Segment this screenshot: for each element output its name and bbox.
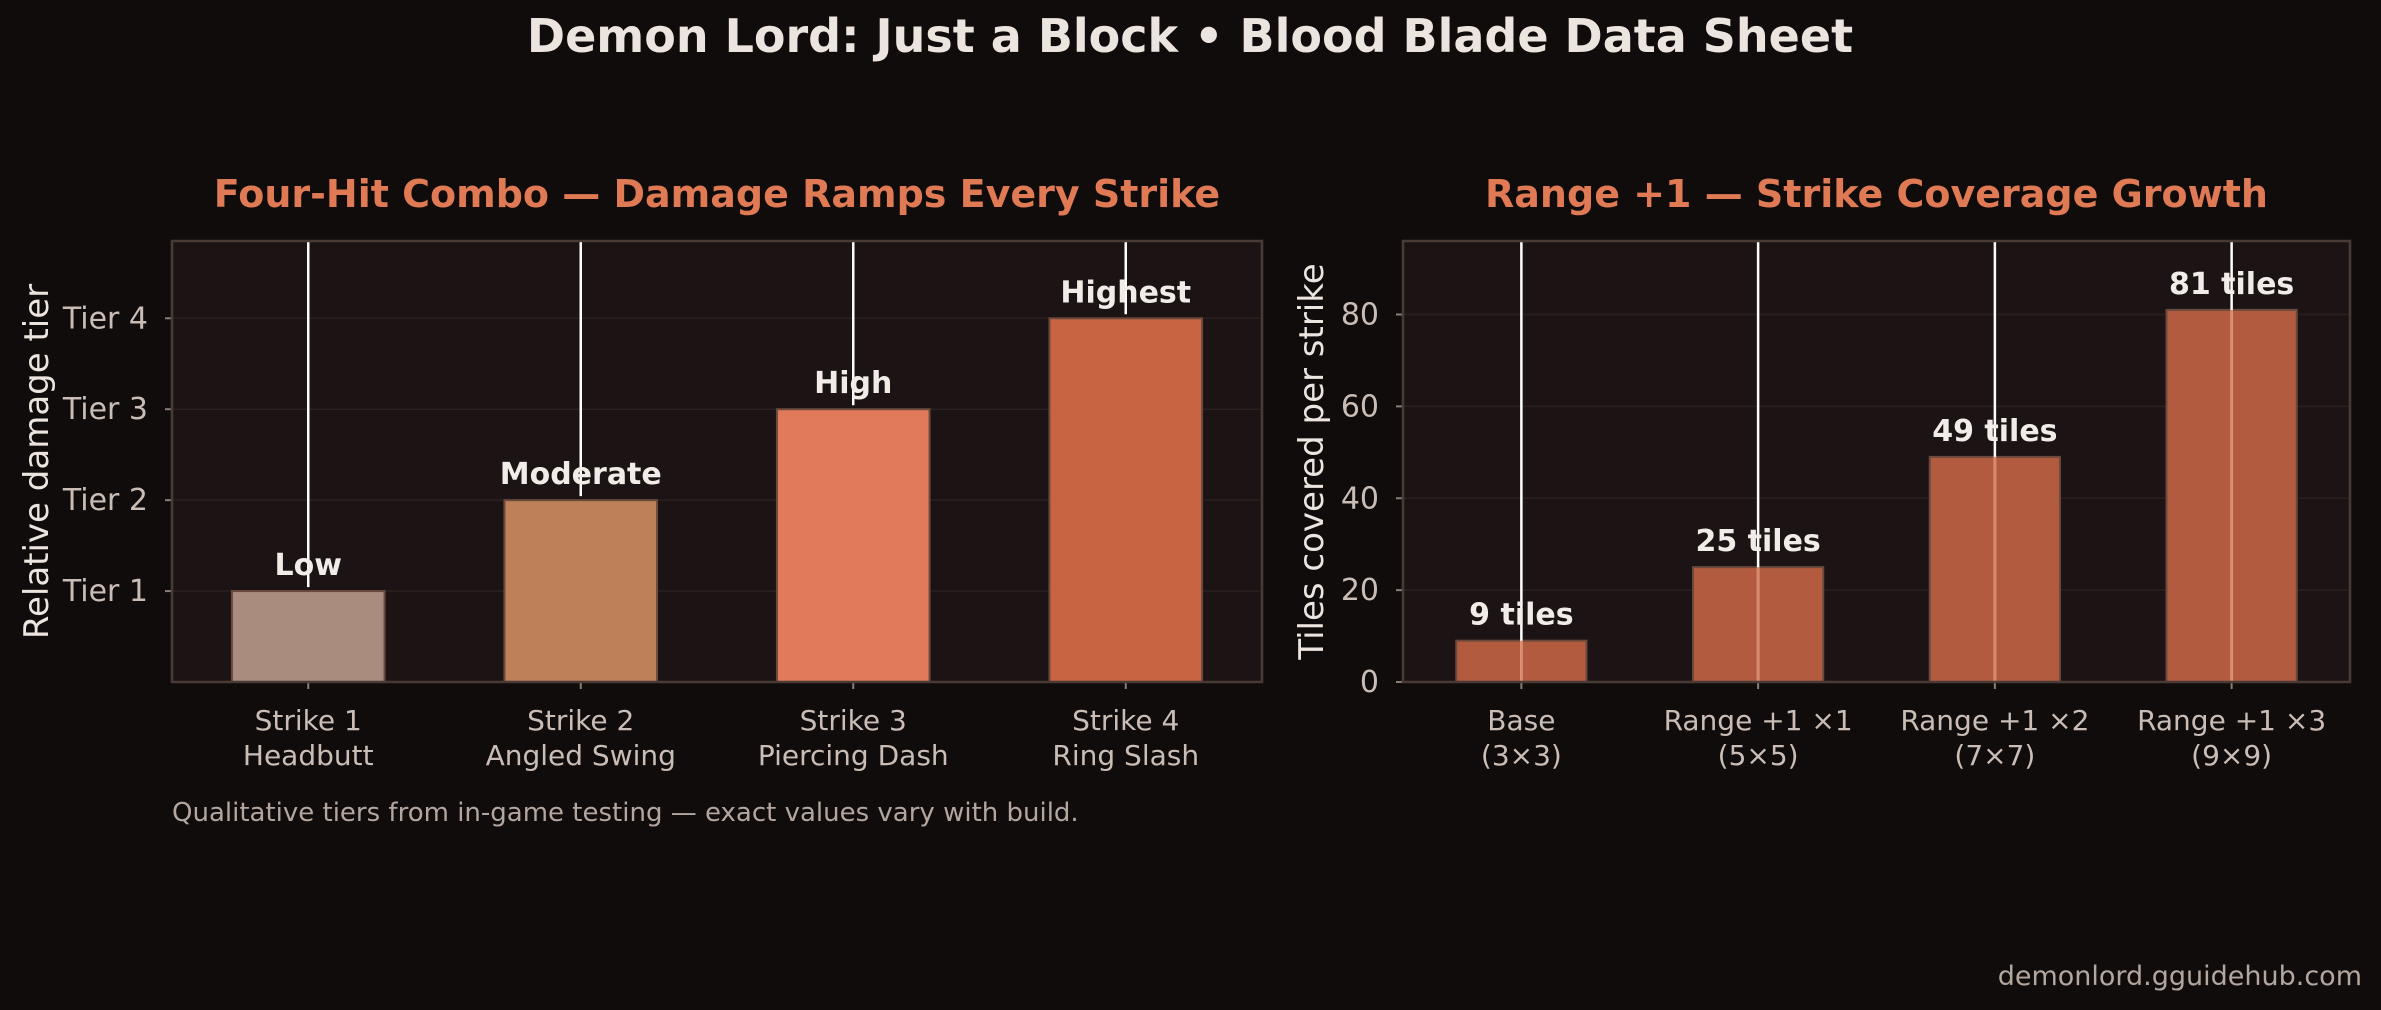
chart-panel-1: Four-Hit Combo — Damage Ramps Every Stri… <box>17 172 1264 828</box>
y-tick-label: Tier 4 <box>62 301 148 336</box>
x-tick-label: Strike 2 <box>527 704 634 737</box>
y-axis-label: Relative damage tier <box>17 284 57 639</box>
chart-title: Range +1 — Strike Coverage Growth <box>1485 172 2268 216</box>
x-tick-label: Range +1 ×2 <box>1900 704 2089 737</box>
x-tick-label: Base <box>1487 704 1555 737</box>
plot-frame <box>1401 239 2352 684</box>
y-tick-label: 60 <box>1341 389 1379 424</box>
y-tick-label: 80 <box>1341 298 1379 333</box>
bar-value-label: 49 tiles <box>1932 414 2057 449</box>
plot-frame <box>170 239 1264 684</box>
bar-4 <box>1048 317 1204 683</box>
bar-value-label: 9 tiles <box>1469 598 1573 633</box>
x-tick-label: Strike 3 <box>800 704 907 737</box>
figure-title: Demon Lord: Just a Block • Blood Blade D… <box>527 9 1853 63</box>
x-tick-sublabel: Headbutt <box>243 739 374 772</box>
y-tick-label: Tier 3 <box>62 392 148 427</box>
bar-3 <box>775 408 931 683</box>
source-credit: demonlord.gguidehub.com <box>1998 961 2362 992</box>
x-tick-sublabel: (5×5) <box>1718 739 1799 772</box>
bar-value-label: 25 tiles <box>1695 524 1820 559</box>
bar-2 <box>503 499 659 683</box>
chart-caption: Qualitative tiers from in-game testing —… <box>172 798 1079 828</box>
x-tick-sublabel: Angled Swing <box>486 739 676 772</box>
x-tick-sublabel: (3×3) <box>1481 739 1562 772</box>
x-tick-sublabel: Ring Slash <box>1052 739 1199 772</box>
y-tick-label: 0 <box>1360 665 1379 700</box>
y-tick-label: 40 <box>1341 481 1379 516</box>
x-tick-sublabel: (7×7) <box>1954 739 2035 772</box>
bar-value-label: High <box>814 366 892 401</box>
x-tick-label: Strike 4 <box>1072 704 1179 737</box>
x-tick-label: Range +1 ×1 <box>1664 704 1853 737</box>
y-tick-label: Tier 2 <box>62 483 148 518</box>
y-tick-label: Tier 1 <box>62 574 148 609</box>
x-tick-label: Range +1 ×3 <box>2137 704 2326 737</box>
chart-panel-2: Range +1 — Strike Coverage Growth Tiles c… <box>1292 172 2352 772</box>
y-tick-label: 20 <box>1341 573 1379 608</box>
y-axis-label: Tiles covered per strike <box>1292 263 1332 660</box>
chart-title: Four-Hit Combo — Damage Ramps Every Stri… <box>214 172 1220 216</box>
bar-1 <box>230 590 386 683</box>
x-tick-sublabel: (9×9) <box>2191 739 2272 772</box>
bar-value-label: Highest <box>1060 275 1191 310</box>
bar-value-label: Moderate <box>500 457 662 492</box>
bar-value-label: 81 tiles <box>2169 267 2294 302</box>
x-tick-label: Strike 1 <box>255 704 362 737</box>
bar-value-label: Low <box>275 548 342 583</box>
x-tick-sublabel: Piercing Dash <box>758 739 949 772</box>
